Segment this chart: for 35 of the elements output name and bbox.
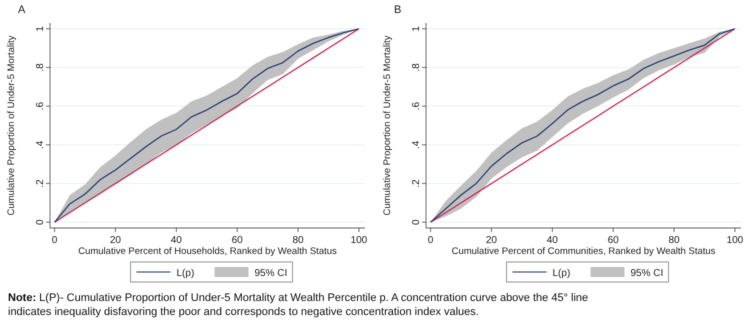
x-tick-label: 60: [608, 235, 620, 246]
y-tick-label: 1: [35, 26, 46, 32]
x-tick-label: 20: [486, 235, 498, 246]
y-axis-title: Cumulative Proportion of Under-5 Mortality: [382, 35, 393, 216]
text: Note: L(P)- Cumulative Proportion of Under-5 Mortality at Wealth Percentile p. A concentration curve above the 45° line indicates inequality disfavoring the poor and corresponds to negative concentration index values.: [8, 292, 588, 318]
x-tick-label: 20: [110, 235, 122, 246]
x-tick-label: 100: [350, 235, 368, 246]
chart-title: B: [394, 4, 402, 16]
x-tick-label: 100: [726, 235, 744, 246]
x-tick-label: 40: [546, 235, 558, 246]
x-tick-label: 40: [170, 235, 182, 246]
legend-label: 95% CI: [254, 268, 288, 279]
y-tick-label: .8: [411, 62, 422, 72]
x-tick-label: 0: [52, 235, 58, 246]
y-tick-label: .6: [411, 102, 422, 110]
legend-label: L(p): [552, 268, 570, 279]
y-tick-label: .2: [35, 178, 46, 188]
legend-label: 95% CI: [630, 268, 664, 279]
x-tick-label: 0: [428, 235, 434, 246]
y-tick-label: 1: [411, 26, 422, 32]
y-tick-label: .2: [411, 178, 422, 188]
x-tick-label: 80: [292, 235, 304, 246]
y-tick-label: .6: [35, 102, 46, 110]
y-tick-label: 0: [411, 218, 422, 225]
y-tick-label: 0: [35, 218, 46, 225]
x-axis-title: Cumulative Percent of Communities, Ranked by Wealth Status: [452, 246, 716, 257]
y-axis-title: Cumulative Proportion of Under-5 Mortality: [6, 35, 17, 216]
y-tick-label: .4: [411, 140, 422, 150]
x-tick-label: 60: [232, 235, 244, 246]
y-tick-label: .8: [35, 62, 46, 72]
y-tick-label: .4: [35, 140, 46, 150]
x-axis-title: Cumulative Percent of Households, Ranked by Wealth Status: [78, 246, 338, 257]
legend-label: L(p): [176, 268, 194, 279]
chart-title: A: [18, 4, 26, 16]
x-tick-label: 80: [668, 235, 680, 246]
